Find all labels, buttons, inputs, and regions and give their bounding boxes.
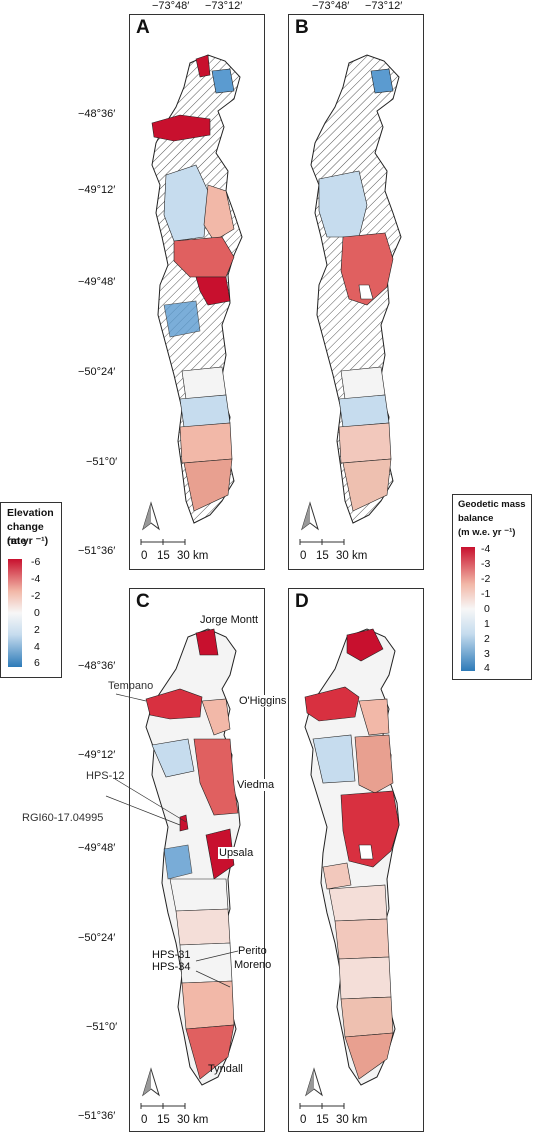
scale-label-30: 30 km	[177, 550, 209, 562]
panel-letter: B	[295, 17, 309, 38]
scale-label-30: 30 km	[336, 1114, 368, 1126]
legend-title-line: Elevation	[7, 507, 54, 519]
region-south-4	[183, 458, 233, 512]
lat-tick-c-3: −49°48′	[78, 842, 116, 854]
legend-tick: 2	[34, 624, 40, 636]
north-arrow-icon	[142, 1067, 160, 1097]
panel-letter: D	[295, 591, 309, 612]
label-ohiggins: O'Higgins	[238, 695, 288, 707]
scale-bar	[299, 539, 345, 545]
panel-d: D 0 15 30 km	[288, 588, 424, 1132]
legend-tick: -1	[481, 588, 491, 600]
lat-tick-a-1: −48°36′	[78, 108, 116, 120]
lat-tick-c-2: −49°12′	[78, 749, 116, 761]
legend-tick: 6	[34, 657, 40, 669]
north-arrow-icon	[305, 1067, 323, 1097]
lat-tick-a-3: −49°48′	[78, 276, 116, 288]
panel-c: C Jorge Montt O'Higgins Viedma Upsala Pe…	[105, 588, 288, 1132]
scale-bar	[140, 539, 186, 545]
lat-tick-a-4: −50°24′	[78, 366, 116, 378]
label-upsala: Upsala	[218, 847, 255, 859]
lon-tick-a-2: −73°12′	[205, 0, 243, 12]
region-upsala	[195, 276, 231, 306]
legend-title-line: balance	[458, 513, 494, 524]
lat-tick-c-4: −50°24′	[78, 932, 116, 944]
region-jorge-montt	[195, 54, 211, 78]
label-perito-moreno-2: Moreno	[234, 959, 272, 971]
legend-title-line: Geodetic mass	[458, 499, 526, 510]
lat-tick-c-5: −51°0′	[86, 1021, 118, 1033]
legend-elevation-change: Elevation change rate (m yr ⁻¹) -6 -4 -2…	[0, 502, 62, 678]
scale-label-0: 0	[300, 550, 307, 562]
scale-bar	[140, 1103, 186, 1109]
region-central-blue	[163, 164, 209, 242]
label-perito-moreno-1: Perito	[238, 945, 267, 957]
legend-title-line: (m w.e. yr ⁻¹)	[458, 527, 516, 538]
legend-tick: 4	[484, 662, 490, 674]
legend-tick: 0	[484, 603, 490, 615]
region-south-1	[181, 366, 227, 400]
label-hps12: HPS-12	[86, 770, 125, 782]
icefield-map-c	[105, 628, 241, 1086]
label-rgi: RGI60-17.04995	[22, 812, 104, 824]
scale-label-15: 15	[316, 1114, 329, 1126]
scale-label-30: 30 km	[177, 1114, 209, 1126]
lon-tick-a-1: −73°48′	[152, 0, 190, 12]
lat-tick-a-2: −49°12′	[78, 184, 116, 196]
label-hps34: HPS-34	[152, 961, 191, 973]
legend-tick: -2	[31, 590, 41, 602]
icefield-map-a	[151, 54, 243, 524]
lon-tick-b-1: −73°48′	[312, 0, 350, 12]
region-north-blue	[211, 68, 235, 94]
lat-tick-c-1: −48°36′	[78, 660, 116, 672]
label-viedma: Viedma	[236, 779, 276, 791]
legend-tick: 1	[484, 618, 490, 630]
region-west-blue	[163, 300, 201, 338]
legend-tick: 4	[34, 641, 40, 653]
scale-label-30: 30 km	[336, 550, 368, 562]
legend-tick: -4	[31, 573, 41, 585]
panel-letter: C	[136, 591, 150, 612]
north-arrow-icon	[142, 501, 160, 531]
region-south-3	[179, 422, 233, 464]
scale-label-0: 0	[300, 1114, 307, 1126]
legend-title-line: change rate	[7, 521, 44, 547]
legend-tick: -2	[481, 573, 491, 585]
region-tempano	[151, 114, 211, 142]
label-tempano: Tempano	[108, 680, 154, 692]
lat-tick-a-5: −51°0′	[86, 456, 118, 468]
icefield-map-b	[310, 54, 402, 524]
label-hps31: HPS-31	[152, 949, 191, 961]
lon-tick-b-2: −73°12′	[365, 0, 403, 12]
legend-mass-balance: Geodetic mass balance (m w.e. yr ⁻¹) -4 …	[452, 494, 532, 680]
scale-bar	[299, 1103, 345, 1109]
legend-title-line: (m yr ⁻¹)	[7, 535, 49, 547]
legend-tick: -3	[481, 558, 491, 570]
region-south-2	[179, 394, 231, 428]
legend-tick: 2	[484, 633, 490, 645]
scale-label-15: 15	[157, 1114, 170, 1126]
scale-label-0: 0	[141, 550, 148, 562]
legend-tick: 3	[484, 648, 490, 660]
lat-tick-c-6: −51°36′	[78, 1110, 116, 1122]
panel-letter: A	[136, 17, 150, 38]
north-arrow-icon	[301, 501, 319, 531]
icefield-map-d	[304, 628, 400, 1086]
lat-tick-a-6: −51°36′	[78, 545, 116, 557]
region-central-red	[203, 184, 235, 242]
colorbar-elevation	[8, 559, 22, 667]
colorbar-mass-balance	[461, 547, 475, 671]
label-jorge-montt: Jorge Montt	[200, 614, 259, 626]
legend-tick: -6	[31, 556, 41, 568]
legend-tick: -4	[481, 543, 491, 555]
scale-label-15: 15	[316, 550, 329, 562]
scale-label-0: 0	[141, 1114, 148, 1126]
panel-b: B 0 15 30 km	[288, 14, 424, 570]
label-tyndall: Tyndall	[208, 1063, 243, 1075]
legend-tick: 0	[34, 607, 40, 619]
scale-label-15: 15	[157, 550, 170, 562]
panel-a: A 0 15 30 km	[129, 14, 265, 570]
